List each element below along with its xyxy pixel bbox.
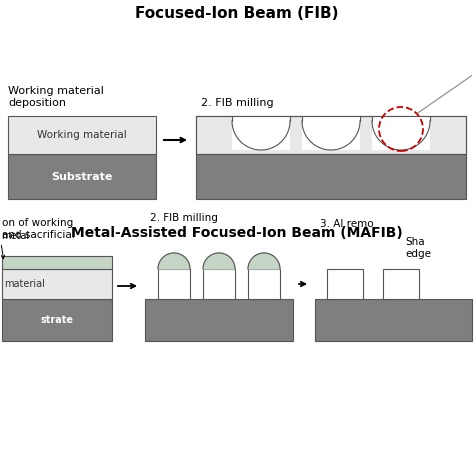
Text: 2. FIB milling: 2. FIB milling — [150, 213, 218, 223]
Bar — [327, 269, 363, 299]
Text: strate: strate — [40, 315, 73, 325]
Text: Sha
edge: Sha edge — [405, 237, 431, 259]
Text: 3. Al remo: 3. Al remo — [320, 219, 374, 229]
Bar — [2, 256, 112, 269]
Bar — [372, 116, 430, 150]
Polygon shape — [203, 253, 235, 269]
Bar — [203, 269, 235, 299]
Text: Working material: Working material — [37, 130, 127, 140]
Polygon shape — [158, 253, 190, 269]
Text: Metal-Assisted Focused-Ion Beam (MAFIB): Metal-Assisted Focused-Ion Beam (MAFIB) — [71, 226, 403, 240]
Bar — [196, 154, 466, 199]
Bar — [232, 116, 290, 150]
Bar — [2, 269, 112, 299]
Text: metal: metal — [1, 230, 29, 240]
Bar — [248, 269, 280, 299]
Bar — [8, 116, 156, 154]
Text: Substrate: Substrate — [51, 172, 113, 182]
Bar — [315, 299, 472, 341]
Bar — [196, 116, 466, 154]
Bar — [158, 269, 190, 299]
Bar — [145, 299, 293, 341]
Bar — [383, 269, 419, 299]
Bar — [196, 116, 466, 154]
Bar — [302, 116, 360, 150]
Text: Working material
deposition: Working material deposition — [8, 86, 104, 108]
Bar — [8, 154, 156, 199]
Text: material: material — [4, 279, 45, 289]
Text: 2. FIB milling: 2. FIB milling — [201, 98, 273, 108]
Text: on of working
and sacrificial: on of working and sacrificial — [2, 218, 75, 239]
Polygon shape — [248, 253, 280, 269]
Bar — [2, 299, 112, 341]
Text: Focused-Ion Beam (FIB): Focused-Ion Beam (FIB) — [135, 6, 339, 21]
